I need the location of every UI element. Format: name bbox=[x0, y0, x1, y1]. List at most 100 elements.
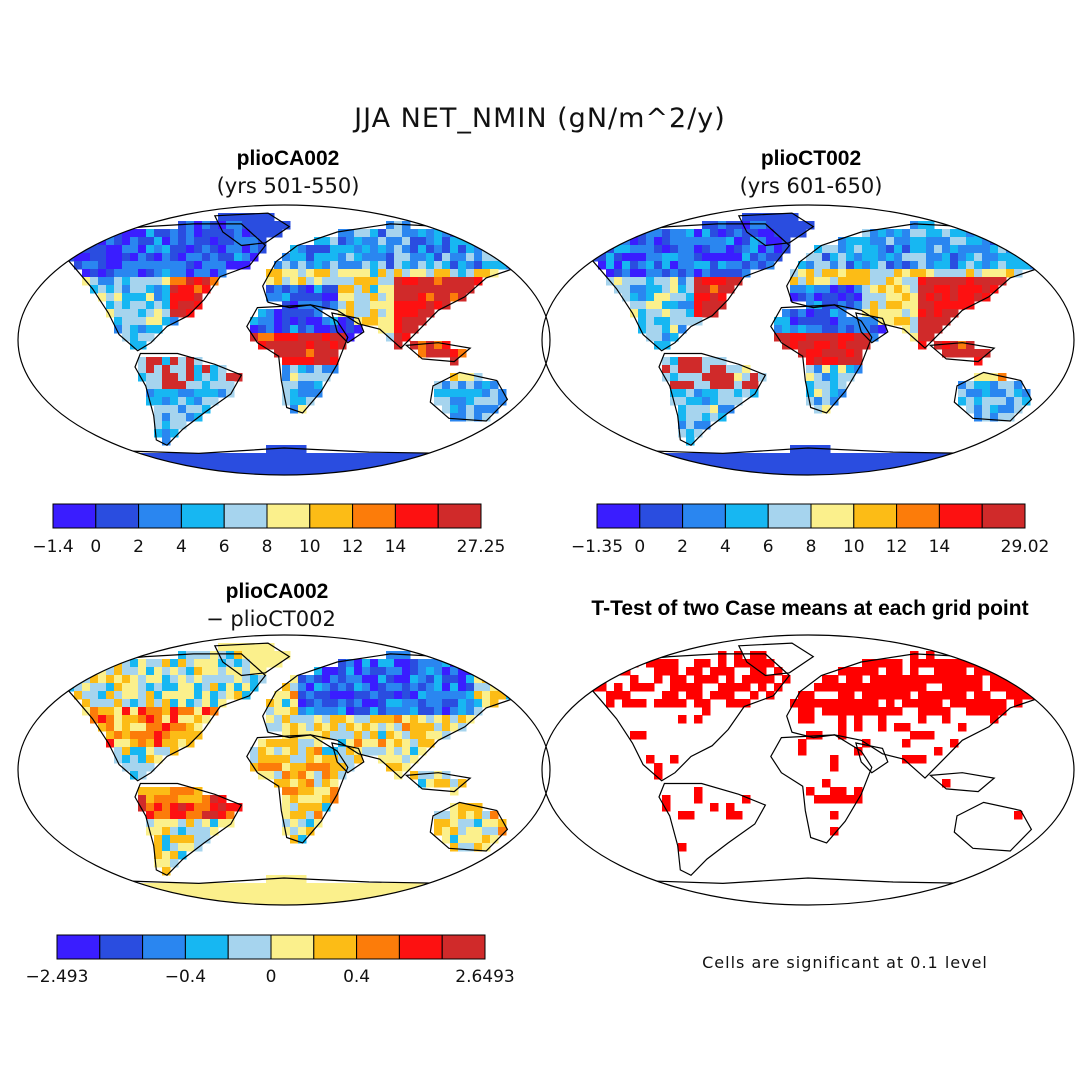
map-cell bbox=[854, 269, 863, 278]
map-cell bbox=[154, 237, 163, 246]
map-cell bbox=[902, 723, 911, 732]
map-cell bbox=[814, 461, 823, 470]
map-cell bbox=[322, 787, 331, 796]
map-cell bbox=[146, 819, 155, 828]
map-cell bbox=[162, 827, 171, 836]
map-cell bbox=[830, 795, 839, 804]
map-cell bbox=[918, 699, 927, 708]
map-cell bbox=[654, 253, 663, 262]
map-cell bbox=[210, 461, 219, 470]
map-cell bbox=[862, 293, 871, 302]
map-cell bbox=[154, 739, 163, 748]
map-cell bbox=[170, 365, 179, 374]
map-cell bbox=[98, 691, 107, 700]
map-cell bbox=[218, 651, 227, 660]
map-cell bbox=[442, 675, 451, 684]
map-cell bbox=[74, 691, 83, 700]
map-cell bbox=[402, 667, 411, 676]
map-cell bbox=[990, 413, 999, 422]
map-cell bbox=[114, 883, 123, 892]
map-cell bbox=[338, 317, 347, 326]
map-cell bbox=[854, 245, 863, 254]
map-cell bbox=[330, 269, 339, 278]
map-cell bbox=[490, 691, 499, 700]
map-cell bbox=[726, 389, 735, 398]
map-cell bbox=[362, 237, 371, 246]
map-cell bbox=[822, 365, 831, 374]
map-cell bbox=[122, 285, 131, 294]
map-cell bbox=[378, 325, 387, 334]
map-cell bbox=[290, 739, 299, 748]
map-cell bbox=[654, 245, 663, 254]
map-cell bbox=[870, 461, 879, 470]
map-cell bbox=[394, 755, 403, 764]
map-cell bbox=[718, 365, 727, 374]
map-cell bbox=[154, 851, 163, 860]
map-cell bbox=[862, 253, 871, 262]
map-cell bbox=[934, 691, 943, 700]
map-cell bbox=[638, 253, 647, 262]
map-cell bbox=[178, 827, 187, 836]
map-cell bbox=[670, 461, 679, 470]
map-cell bbox=[234, 453, 243, 462]
map-cell bbox=[910, 285, 919, 294]
map-cell bbox=[434, 253, 443, 262]
map-cell bbox=[258, 333, 267, 342]
map-cell bbox=[798, 739, 807, 748]
map-cell bbox=[934, 317, 943, 326]
map-cell bbox=[314, 771, 323, 780]
map-cell bbox=[998, 675, 1007, 684]
map-cell bbox=[202, 899, 211, 905]
map-cell bbox=[878, 453, 887, 462]
map-cell bbox=[902, 453, 911, 462]
map-cell bbox=[670, 469, 679, 475]
map-cell bbox=[426, 675, 435, 684]
map-cell bbox=[394, 651, 403, 660]
map-cell bbox=[870, 325, 879, 334]
map-cell bbox=[394, 675, 403, 684]
map-cell bbox=[282, 349, 291, 358]
map-cell bbox=[806, 357, 815, 366]
panel-case-b-subtitle: (yrs 601-650) bbox=[740, 174, 883, 198]
map-cell bbox=[290, 317, 299, 326]
map-cell bbox=[394, 747, 403, 756]
map-cell bbox=[90, 269, 99, 278]
map-cell bbox=[902, 739, 911, 748]
map-cell bbox=[226, 651, 235, 660]
map-cell bbox=[838, 731, 847, 740]
map-cell bbox=[630, 683, 639, 692]
map-cell bbox=[170, 787, 179, 796]
map-cell bbox=[154, 715, 163, 724]
map-cell bbox=[686, 397, 695, 406]
map-cell bbox=[186, 373, 195, 382]
map-cell bbox=[646, 285, 655, 294]
map-cell bbox=[330, 453, 339, 462]
map-cell bbox=[458, 397, 467, 406]
map-cell bbox=[822, 707, 831, 716]
map-cell bbox=[314, 811, 323, 820]
map-cell bbox=[490, 245, 499, 254]
map-cell bbox=[354, 755, 363, 764]
map-cell bbox=[910, 237, 919, 246]
map-cell bbox=[82, 261, 91, 270]
map-cell bbox=[798, 445, 807, 454]
map-cell bbox=[250, 899, 259, 905]
map-cell bbox=[814, 261, 823, 270]
map-cell bbox=[638, 731, 647, 740]
map-cell bbox=[886, 675, 895, 684]
map-cell bbox=[98, 285, 107, 294]
map-cell bbox=[662, 237, 671, 246]
map-cell bbox=[426, 891, 435, 900]
map-cell bbox=[694, 237, 703, 246]
map-cell bbox=[918, 277, 927, 286]
map-cell bbox=[918, 707, 927, 716]
map-cell bbox=[630, 731, 639, 740]
map-cell bbox=[346, 883, 355, 892]
map-cell bbox=[426, 771, 435, 780]
map-cell bbox=[282, 389, 291, 398]
map-cell bbox=[274, 779, 283, 788]
map-cell bbox=[266, 333, 275, 342]
map-cell bbox=[418, 899, 427, 905]
map-cell bbox=[210, 675, 219, 684]
map-cell bbox=[298, 381, 307, 390]
